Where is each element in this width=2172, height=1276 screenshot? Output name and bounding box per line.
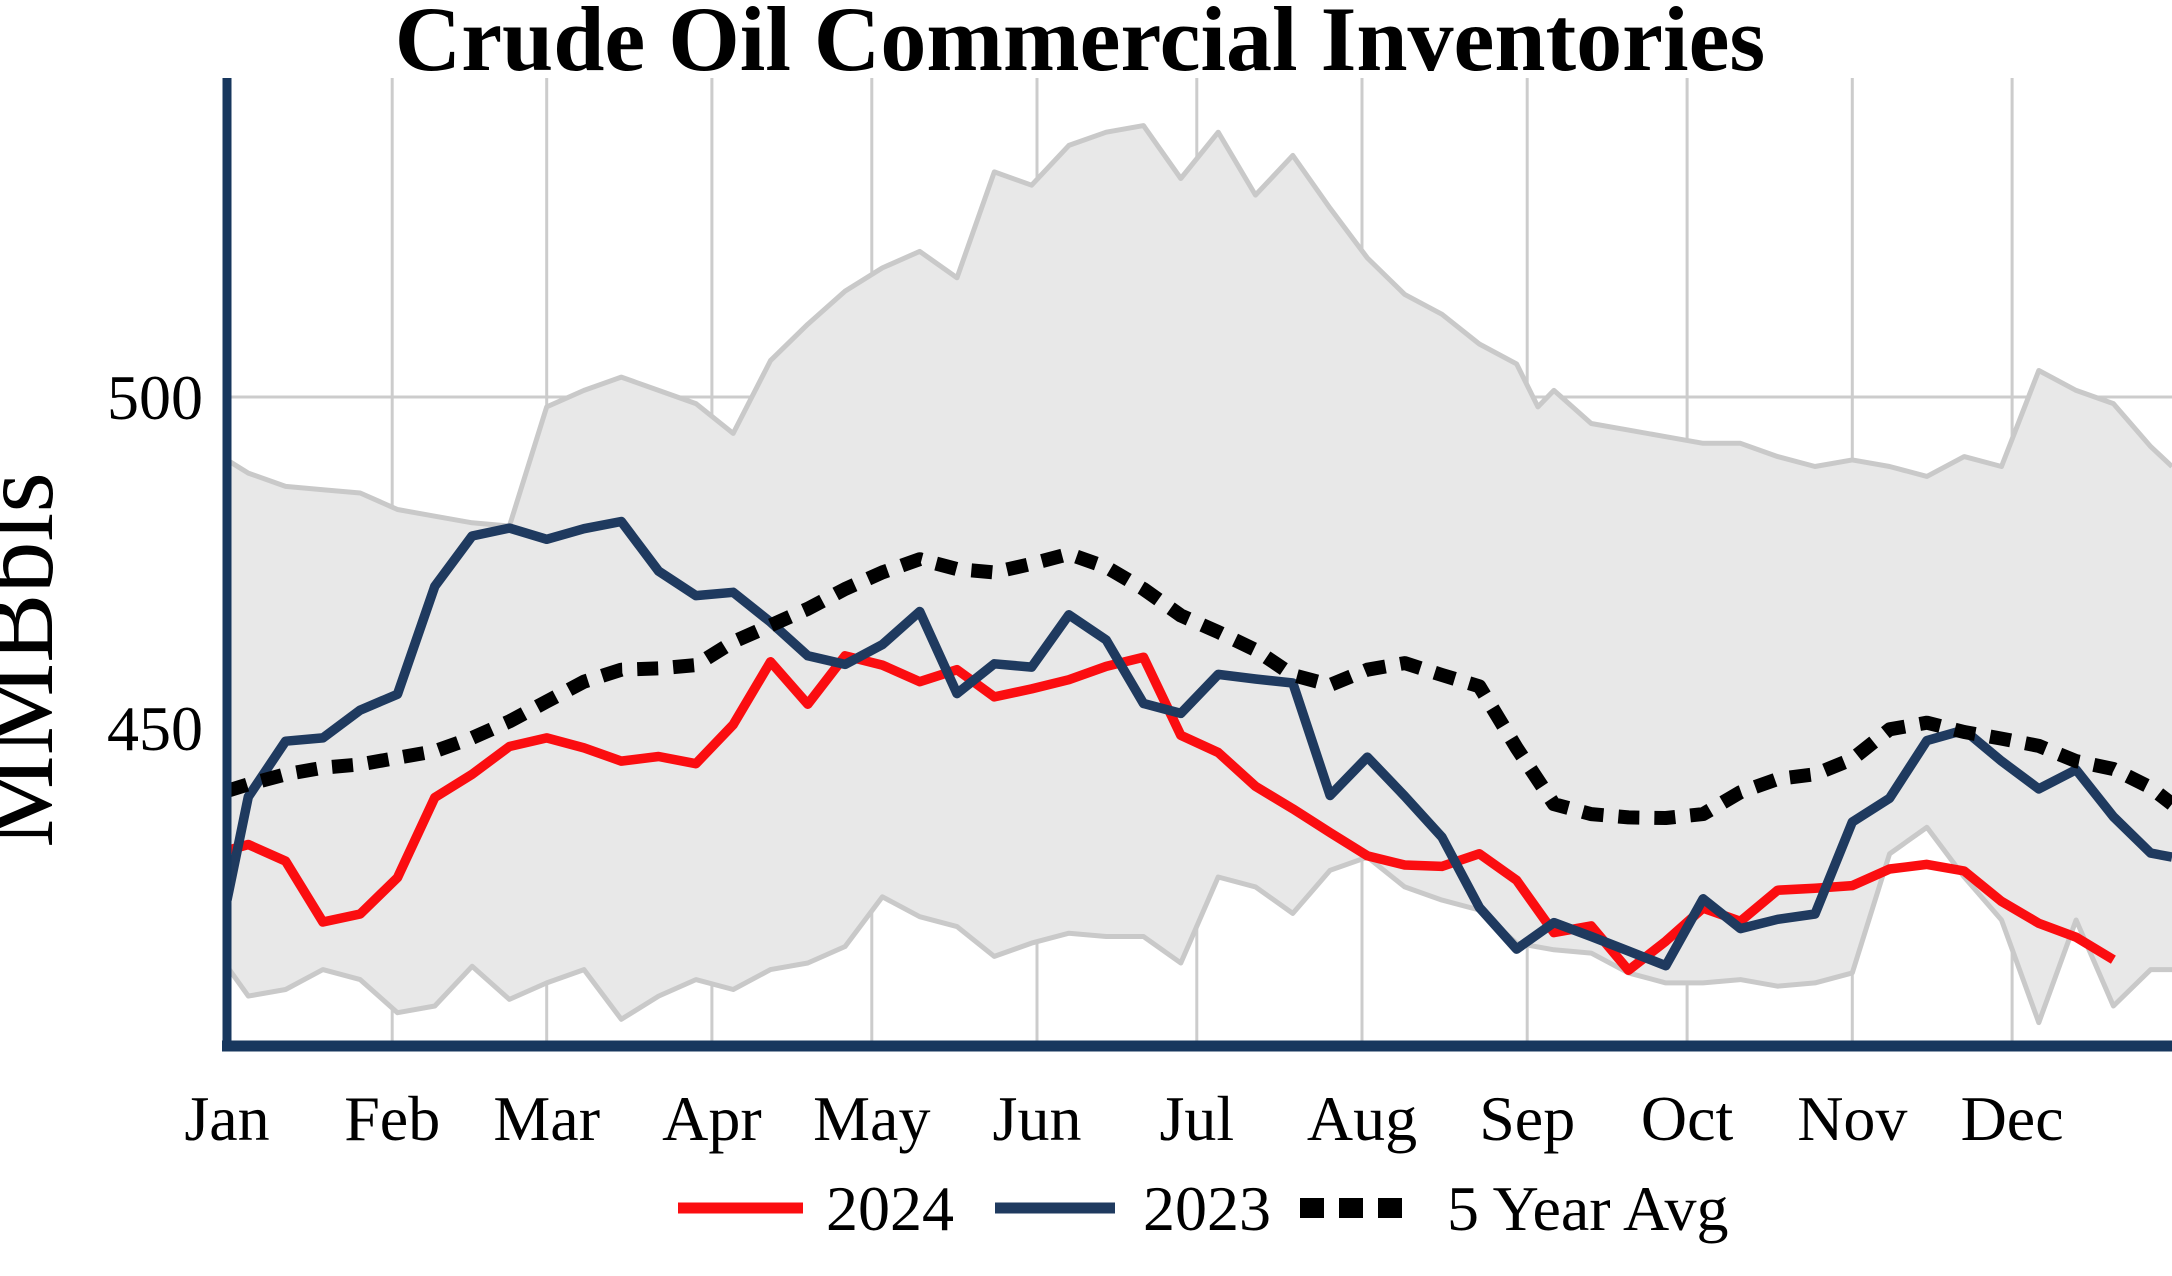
month-label-aug: Aug xyxy=(1307,1083,1417,1154)
axes xyxy=(222,78,2172,1052)
y-axis-unit-label: MMBbls xyxy=(0,472,75,848)
five-year-range-fill xyxy=(227,125,2172,1023)
month-label-may: May xyxy=(813,1083,930,1154)
five-year-range-bottom-edge xyxy=(227,824,2172,1026)
month-label-mar: Mar xyxy=(493,1083,600,1154)
y-tick-label: 450 xyxy=(107,693,203,764)
five-year-range-band xyxy=(227,123,2172,1026)
month-label-jan: Jan xyxy=(184,1083,269,1154)
series-line-5-year-avg xyxy=(227,546,2172,825)
legend-label-2024: 2024 xyxy=(826,1173,954,1244)
legend: 2024 2023 5 Year Avg xyxy=(678,1173,1729,1244)
y-tick-label: 500 xyxy=(107,362,203,433)
month-label-apr: Apr xyxy=(662,1083,762,1154)
y-tick-labels: 450 500 xyxy=(107,362,203,764)
five-year-range-top-edge xyxy=(227,123,2172,529)
series-line-2023 xyxy=(227,516,2172,971)
series-lines xyxy=(227,516,2172,976)
chart-title: Crude Oil Commercial Inventories xyxy=(395,0,1765,90)
month-label-jul: Jul xyxy=(1159,1083,1234,1154)
series-line-2024 xyxy=(227,651,2116,976)
month-label-jun: Jun xyxy=(993,1083,1082,1154)
month-labels: Jan Feb Mar Apr May Jun Jul Aug Sep Oct Nov Dec xyxy=(184,1083,2063,1154)
month-label-sep: Sep xyxy=(1479,1083,1575,1154)
month-label-nov: Nov xyxy=(1797,1083,1907,1154)
month-label-feb: Feb xyxy=(344,1083,440,1154)
legend-label-2023: 2023 xyxy=(1143,1173,1271,1244)
legend-label-5-year-avg: 5 Year Avg xyxy=(1447,1173,1729,1244)
month-label-oct: Oct xyxy=(1641,1083,1734,1154)
month-label-dec: Dec xyxy=(1961,1083,2064,1154)
